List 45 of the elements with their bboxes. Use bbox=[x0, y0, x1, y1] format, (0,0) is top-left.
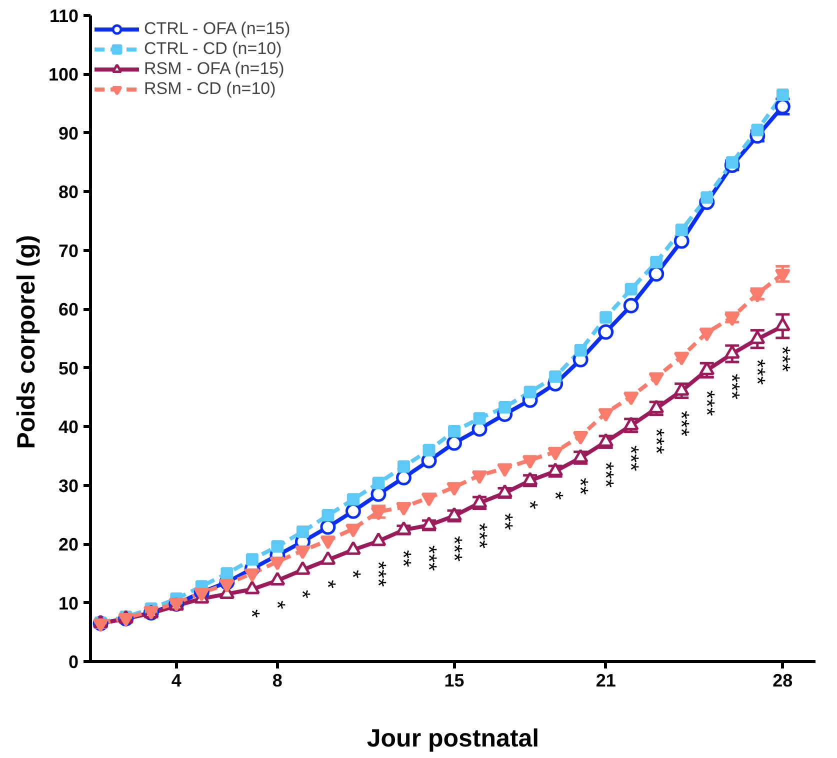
annotation: * bbox=[240, 609, 265, 618]
annotation: *** bbox=[770, 346, 796, 372]
annotation: * bbox=[290, 590, 316, 599]
y-tick-label: 50 bbox=[58, 358, 79, 378]
annotation: *** bbox=[618, 445, 644, 472]
y-tick-label: 90 bbox=[58, 123, 79, 144]
y-tick-label: 60 bbox=[58, 300, 79, 320]
x-tick-label: 4 bbox=[171, 670, 182, 690]
legend-label: RSM - OFA (n=15) bbox=[144, 59, 284, 79]
y-tick-label: 30 bbox=[58, 476, 79, 496]
y-axis-title: Poids corporel (g) bbox=[12, 235, 40, 449]
x-tick-label: 21 bbox=[596, 670, 616, 690]
annotation: * bbox=[518, 500, 543, 510]
legend-label: RSM - CD (n=10) bbox=[144, 79, 276, 99]
annotation: ** bbox=[391, 550, 416, 568]
annotation: *** bbox=[416, 545, 442, 572]
y-tick-label: 100 bbox=[48, 64, 79, 85]
annotation: *** bbox=[669, 410, 694, 437]
y-tick-label: 0 bbox=[68, 652, 79, 672]
annotation: * bbox=[264, 600, 290, 610]
annotation: ** bbox=[568, 478, 594, 496]
x-tick-label: 15 bbox=[444, 670, 464, 690]
x-tick-label: 28 bbox=[772, 670, 793, 690]
x-axis-title: Jour postnatal bbox=[366, 724, 540, 752]
annotation: *** bbox=[720, 374, 745, 400]
legend-label: CTRL - OFA (n=15) bbox=[144, 19, 290, 39]
annotation: *** bbox=[467, 522, 492, 550]
annotation: *** bbox=[593, 462, 618, 488]
annotation: *** bbox=[644, 428, 669, 455]
y-tick-label: 80 bbox=[58, 182, 79, 202]
y-tick-label: 110 bbox=[49, 6, 79, 26]
annotation: *** bbox=[442, 536, 467, 562]
y-tick-label: 70 bbox=[58, 240, 79, 261]
annotation: *** bbox=[744, 359, 770, 386]
annotation: *** bbox=[366, 561, 391, 588]
y-tick-label: 20 bbox=[58, 534, 79, 555]
x-tick-label: 8 bbox=[272, 670, 282, 690]
annotation: ** bbox=[492, 512, 518, 531]
annotation: * bbox=[542, 491, 568, 500]
y-tick-label: 40 bbox=[58, 417, 79, 438]
y-tick-label: 10 bbox=[58, 593, 79, 614]
annotation: *** bbox=[694, 390, 720, 416]
annotation: * bbox=[340, 570, 366, 579]
annotation: * bbox=[315, 580, 340, 589]
legend-label: CTRL - CD (n=10) bbox=[144, 39, 282, 59]
